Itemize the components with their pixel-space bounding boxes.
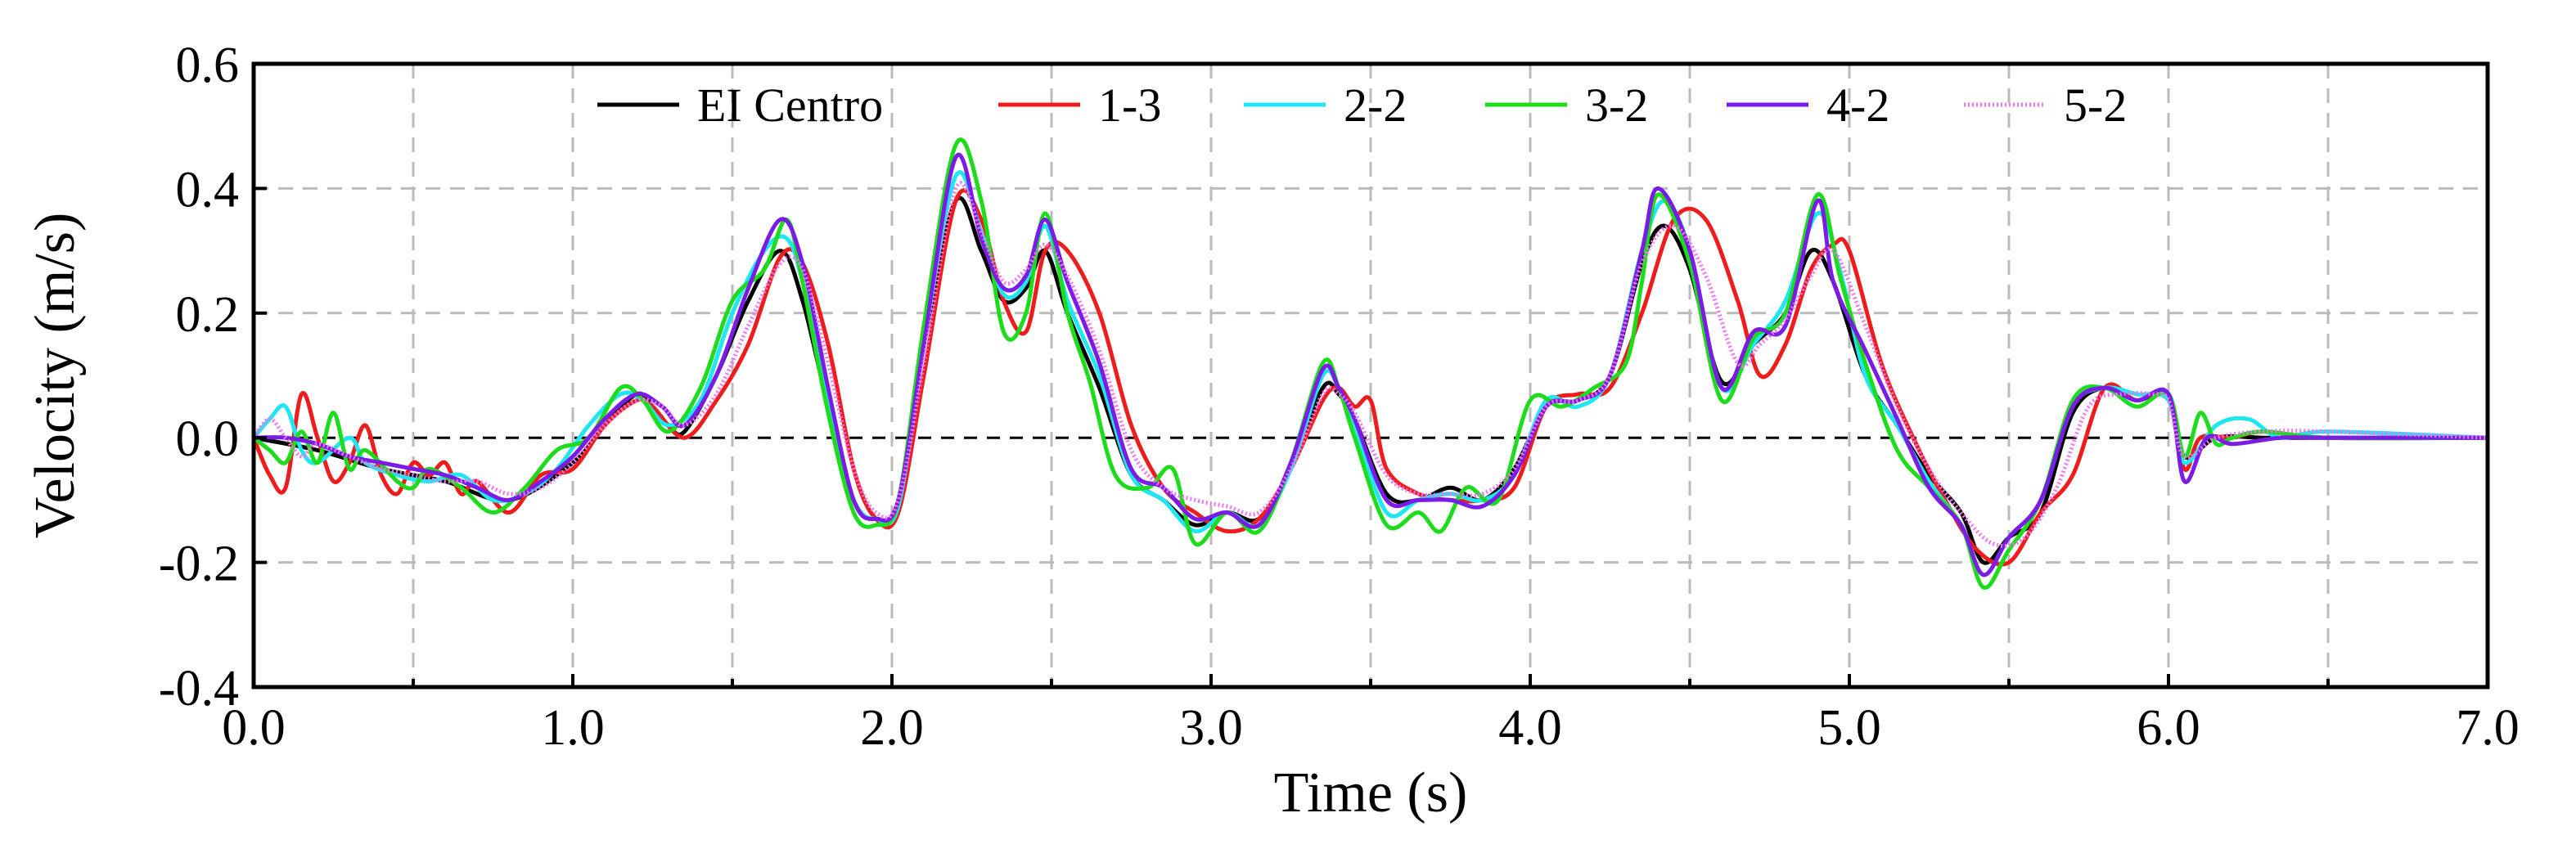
- series-line-6: [251, 181, 2488, 549]
- x-tick-label: 1.0: [541, 700, 605, 756]
- y-tick-label: 0.2: [176, 287, 240, 343]
- legend-label-1: EI Centro: [697, 79, 883, 132]
- legend-label-6: 5-2: [2064, 79, 2127, 132]
- y-axis-title: Velocity (m/s): [24, 213, 87, 539]
- series-lines: [251, 137, 2488, 590]
- y-tick-label: 0.0: [176, 411, 240, 467]
- x-tick-label: 2.0: [860, 700, 924, 756]
- y-tick-label: 0.6: [176, 38, 240, 93]
- axis-ticks: 0.0 1.0 2.0 3.0 4.0 5.0 6.0 7.0 -0.4 -0.2 0.0 0.2 0.…: [159, 38, 2520, 756]
- x-axis-title: Time (s): [1274, 761, 1468, 824]
- x-tick-label: 5.0: [1817, 700, 1881, 756]
- series-line-5: [253, 152, 2488, 577]
- y-tick-label: 0.4: [176, 162, 240, 218]
- grid: [254, 64, 2488, 687]
- y-tick-label: -0.4: [159, 661, 239, 716]
- x-tick-label: 0.0: [222, 700, 286, 756]
- legend: EI Centro 1-3 2-2 3-2 4-2 5-2: [597, 79, 2127, 132]
- x-tick-label: 6.0: [2137, 700, 2200, 756]
- x-tick-label: 7.0: [2456, 700, 2520, 756]
- x-tick-label: 4.0: [1498, 700, 1562, 756]
- x-tick-label: 3.0: [1179, 700, 1243, 756]
- legend-label-5: 4-2: [1826, 79, 1889, 132]
- legend-label-2: 1-3: [1098, 79, 1161, 132]
- legend-label-4: 3-2: [1585, 79, 1648, 132]
- y-tick-label: -0.2: [159, 537, 239, 592]
- series-line-1: [253, 195, 2488, 565]
- legend-label-3: 2-2: [1344, 79, 1407, 132]
